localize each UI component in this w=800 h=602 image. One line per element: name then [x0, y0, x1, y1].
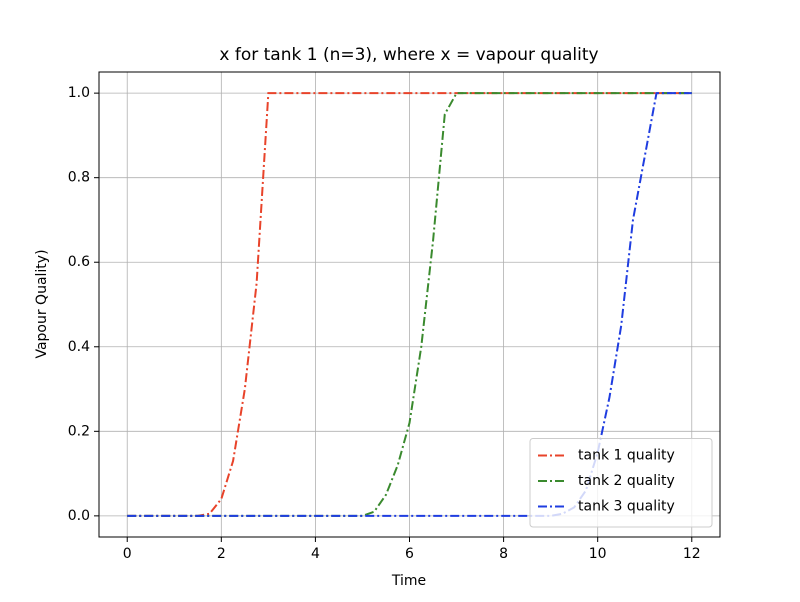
x-axis-label: Time	[391, 573, 426, 589]
y-tick-label: 0.4	[68, 339, 90, 355]
x-tick-label: 2	[217, 546, 226, 562]
chart-title: x for tank 1 (n=3), where x = vapour qua…	[219, 45, 598, 65]
x-tick-label: 10	[589, 546, 607, 562]
legend: tank 1 quality tank 2 quality tank 3 quali…	[529, 438, 713, 528]
y-tick-label: 0.2	[68, 423, 90, 439]
legend-label: tank 1 quality	[578, 448, 675, 464]
x-tick-label: 4	[311, 546, 320, 562]
y-tick-label: 0.6	[68, 254, 90, 270]
plot-frame	[98, 71, 721, 538]
legend-label: tank 2 quality	[578, 473, 675, 489]
x-tick-label: 12	[683, 546, 701, 562]
y-tick-label: 1.0	[68, 85, 90, 101]
x-tick-label: 0	[123, 546, 132, 562]
x-tick-label: 8	[499, 546, 508, 562]
legend-box	[529, 438, 713, 528]
y-tick-label: 0.0	[68, 508, 90, 524]
x-tick-label: 6	[405, 546, 414, 562]
y-tick-label: 0.8	[68, 170, 90, 186]
y-axis-label: Vapour Quality)	[34, 249, 50, 358]
legend-label: tank 3 quality	[578, 499, 675, 515]
series-line	[127, 92, 692, 517]
